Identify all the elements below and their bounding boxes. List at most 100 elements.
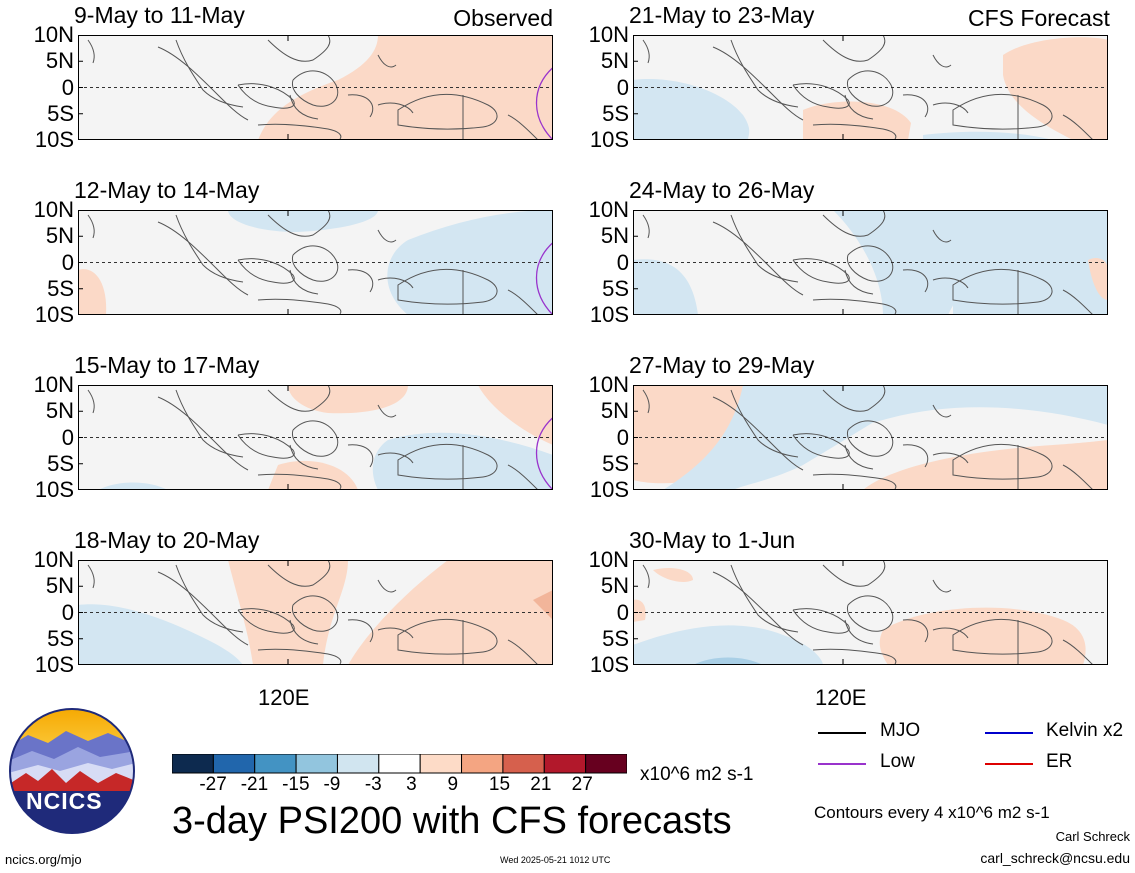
colorbar-tick-label: 21	[530, 774, 552, 795]
coastline	[932, 277, 969, 289]
psi200-map	[633, 385, 1108, 490]
coastline	[289, 269, 319, 295]
coastline	[377, 277, 414, 289]
coastline	[792, 83, 850, 109]
coastline	[846, 245, 894, 282]
coastline	[642, 389, 650, 414]
coastline	[952, 268, 1053, 305]
coastline	[952, 93, 1053, 130]
coastline	[291, 595, 339, 632]
lat-label: 5N	[45, 223, 74, 249]
anomaly-region	[633, 259, 698, 315]
psi200-map	[633, 210, 1108, 315]
colorbar-tick-label: -9	[323, 774, 341, 795]
colorbar-swatch	[212, 754, 256, 774]
coastline	[712, 221, 804, 296]
coastline	[289, 619, 319, 645]
coastline	[902, 94, 929, 118]
anomaly-region	[98, 482, 168, 490]
map-frame	[78, 35, 553, 140]
anomaly-region	[78, 269, 107, 315]
coastline	[87, 39, 95, 64]
lat-label: 10N	[588, 197, 629, 222]
colorbar-swatch	[378, 754, 421, 774]
coastline	[1062, 639, 1094, 665]
coastline	[291, 245, 339, 282]
lat-label: 10N	[33, 22, 74, 47]
forecast-label: CFS Forecast	[968, 5, 1110, 31]
legend-er-label: ER	[1046, 751, 1073, 772]
coastline	[846, 420, 894, 457]
coastline	[507, 639, 539, 665]
coastline	[642, 214, 650, 239]
coastline	[730, 214, 799, 283]
lat-label: 0	[616, 249, 629, 275]
coastline	[642, 39, 650, 64]
coastline	[397, 268, 498, 305]
coastline	[237, 433, 295, 459]
psi200-map	[78, 385, 553, 490]
legend-mjo-label: MJO	[880, 720, 921, 741]
lat-label: 5N	[45, 398, 74, 424]
legend-low-label: Low	[880, 751, 915, 772]
legend-kelvin-label: Kelvin x2	[1046, 720, 1124, 741]
colorbar-tick-label: -15	[282, 774, 310, 795]
coastline	[377, 229, 397, 243]
anomaly-region	[693, 657, 763, 665]
psi200-map	[633, 35, 1108, 140]
ncics-logo	[9, 708, 135, 834]
anomaly-region	[228, 210, 378, 232]
coastline	[932, 102, 969, 114]
legend-kelvin-line	[985, 732, 1033, 734]
author: Carl Schreck	[1055, 829, 1130, 844]
coastline	[267, 385, 331, 412]
coastline	[157, 571, 249, 646]
colorbar-swatch	[461, 754, 504, 774]
lat-label: 5S	[47, 450, 74, 476]
colorbar-swatch	[419, 754, 463, 774]
coastline	[397, 443, 498, 480]
psi200-map	[78, 210, 553, 315]
low-contour	[535, 67, 553, 140]
coastline	[932, 404, 952, 418]
lat-label: 5N	[600, 398, 629, 424]
coastline	[952, 618, 1053, 655]
coastline	[507, 114, 539, 140]
coastline	[712, 46, 804, 121]
coastline	[87, 564, 95, 589]
coastline	[257, 123, 342, 140]
colorbar-tick-label: 9	[447, 774, 459, 795]
coastline	[812, 123, 897, 140]
lat-label: 10S	[34, 302, 74, 327]
coastline	[902, 444, 929, 468]
colorbar-swatch	[172, 754, 214, 774]
lat-label: 0	[61, 599, 74, 625]
legend-mjo-line	[818, 732, 866, 734]
lat-label: 5S	[602, 450, 629, 476]
lat-label: 0	[61, 249, 74, 275]
anomaly-region	[478, 385, 553, 445]
colorbar-swatch	[543, 754, 587, 774]
coastline	[822, 385, 886, 412]
coastline	[902, 269, 929, 293]
coastline	[932, 54, 952, 68]
coastline	[844, 619, 874, 645]
coastline	[87, 389, 95, 414]
coastline	[812, 648, 897, 665]
anomaly-region	[923, 131, 1053, 140]
psi200-map	[78, 560, 553, 665]
coastline	[267, 210, 331, 237]
colorbar-tick-label: 27	[571, 774, 593, 795]
anomaly-region	[879, 607, 1086, 665]
panel-title: 24-May to 26-May	[629, 177, 815, 203]
lat-label: 10S	[589, 127, 629, 152]
lat-label: 10S	[589, 652, 629, 677]
coastline	[822, 35, 886, 62]
coastline	[377, 452, 414, 464]
coastline	[812, 298, 897, 315]
x-tick-label-right: 120E	[815, 685, 867, 710]
coastline	[712, 396, 804, 471]
coastline	[642, 564, 650, 589]
anomaly-region	[633, 599, 646, 622]
colorbar-units: x10^6 m2 s-1	[640, 764, 754, 785]
